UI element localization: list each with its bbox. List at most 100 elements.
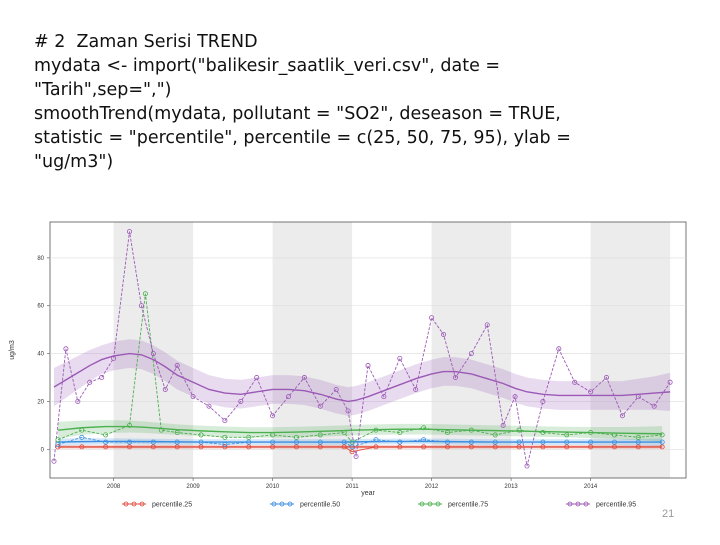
data-point — [516, 427, 522, 433]
code-line: "ug/m3") — [34, 152, 114, 172]
data-point — [238, 398, 244, 404]
data-point — [150, 439, 156, 445]
data-point — [572, 379, 578, 385]
data-point — [588, 389, 594, 395]
data-point — [444, 439, 450, 445]
data-point — [353, 453, 359, 459]
data-point — [556, 346, 562, 352]
data-point — [174, 444, 180, 450]
y-axis-ticks: 0 20 40 60 80 — [37, 256, 50, 453]
data-point — [516, 444, 522, 450]
data-point — [246, 439, 252, 445]
data-point — [413, 386, 419, 392]
trend-line — [57, 425, 663, 435]
data-point — [341, 439, 347, 445]
trend-line — [53, 352, 671, 403]
data-point — [619, 413, 625, 419]
data-point — [150, 351, 156, 357]
data-point — [55, 444, 61, 450]
legend-swatch-point — [567, 501, 573, 507]
code-line: smoothTrend(mydata, pollutant = "SO2", d… — [34, 104, 561, 124]
y-tick-label: 60 — [37, 304, 44, 310]
data-point — [604, 375, 610, 381]
data-point — [444, 430, 450, 436]
y-tick-label: 0 — [41, 447, 45, 453]
data-point — [651, 403, 657, 409]
data-point — [142, 291, 148, 297]
data-point — [397, 355, 403, 361]
data-point — [317, 403, 323, 409]
data-point — [75, 398, 81, 404]
data-point — [270, 413, 276, 419]
data-point — [174, 363, 180, 369]
x-tick-label: 2011 — [346, 484, 360, 490]
data-point — [246, 434, 252, 440]
series-points — [51, 229, 673, 469]
x-tick-label: 2008 — [107, 484, 121, 490]
data-point — [174, 439, 180, 445]
x-tick-label: 2009 — [186, 484, 200, 490]
data-point — [190, 394, 196, 400]
data-point — [293, 439, 299, 445]
data-point — [333, 386, 339, 392]
data-point — [317, 444, 323, 450]
legend-swatch-point — [427, 501, 433, 507]
data-point — [484, 322, 490, 328]
code-line: # 2 Zaman Serisi TREND — [34, 32, 258, 52]
legend-swatch-point — [419, 501, 425, 507]
legend-swatch-point — [287, 501, 293, 507]
data-point — [468, 427, 474, 433]
data-point — [611, 444, 617, 450]
data-point — [429, 315, 435, 321]
data-point — [452, 375, 458, 381]
data-point — [103, 444, 109, 450]
data-point — [246, 444, 252, 450]
data-point — [111, 355, 117, 361]
data-point — [127, 229, 133, 235]
gridlines — [50, 257, 686, 450]
year-shade-band — [431, 222, 512, 478]
data-point — [659, 432, 665, 438]
data-point — [270, 439, 276, 445]
data-point — [349, 439, 355, 445]
data-point — [198, 439, 204, 445]
data-point — [127, 444, 133, 450]
data-point — [524, 463, 530, 469]
data-point — [150, 444, 156, 450]
data-point — [198, 432, 204, 438]
trend-line — [57, 440, 663, 443]
data-point — [79, 427, 85, 433]
data-point — [540, 398, 546, 404]
data-point — [127, 439, 133, 445]
data-point — [63, 346, 69, 352]
data-point — [397, 444, 403, 450]
data-point — [512, 394, 518, 400]
data-point — [564, 444, 570, 450]
data-point — [127, 422, 133, 428]
code-block: # 2 Zaman Serisi TREND mydata <- import(… — [34, 30, 694, 174]
data-point — [444, 444, 450, 450]
data-point — [270, 432, 276, 438]
data-point — [500, 422, 506, 428]
data-point — [421, 437, 427, 443]
legend-swatch-point — [435, 501, 441, 507]
confidence-band — [53, 339, 671, 416]
legend-swatch-point — [271, 501, 277, 507]
data-point — [99, 375, 105, 381]
data-point — [381, 394, 387, 400]
data-point — [103, 432, 109, 438]
data-point — [158, 427, 164, 433]
data-point — [421, 425, 427, 431]
code-line: statistic = "percentile", percentile = c… — [34, 128, 571, 148]
data-point — [588, 444, 594, 450]
series-line — [57, 293, 663, 443]
data-point — [206, 403, 212, 409]
data-point — [397, 430, 403, 436]
data-point — [540, 430, 546, 436]
data-point — [317, 432, 323, 438]
trend-lines — [53, 352, 671, 448]
legend-swatch-point — [139, 501, 145, 507]
data-point — [365, 363, 371, 369]
plot-frame — [49, 221, 687, 479]
y-tick-label: 80 — [37, 256, 44, 262]
